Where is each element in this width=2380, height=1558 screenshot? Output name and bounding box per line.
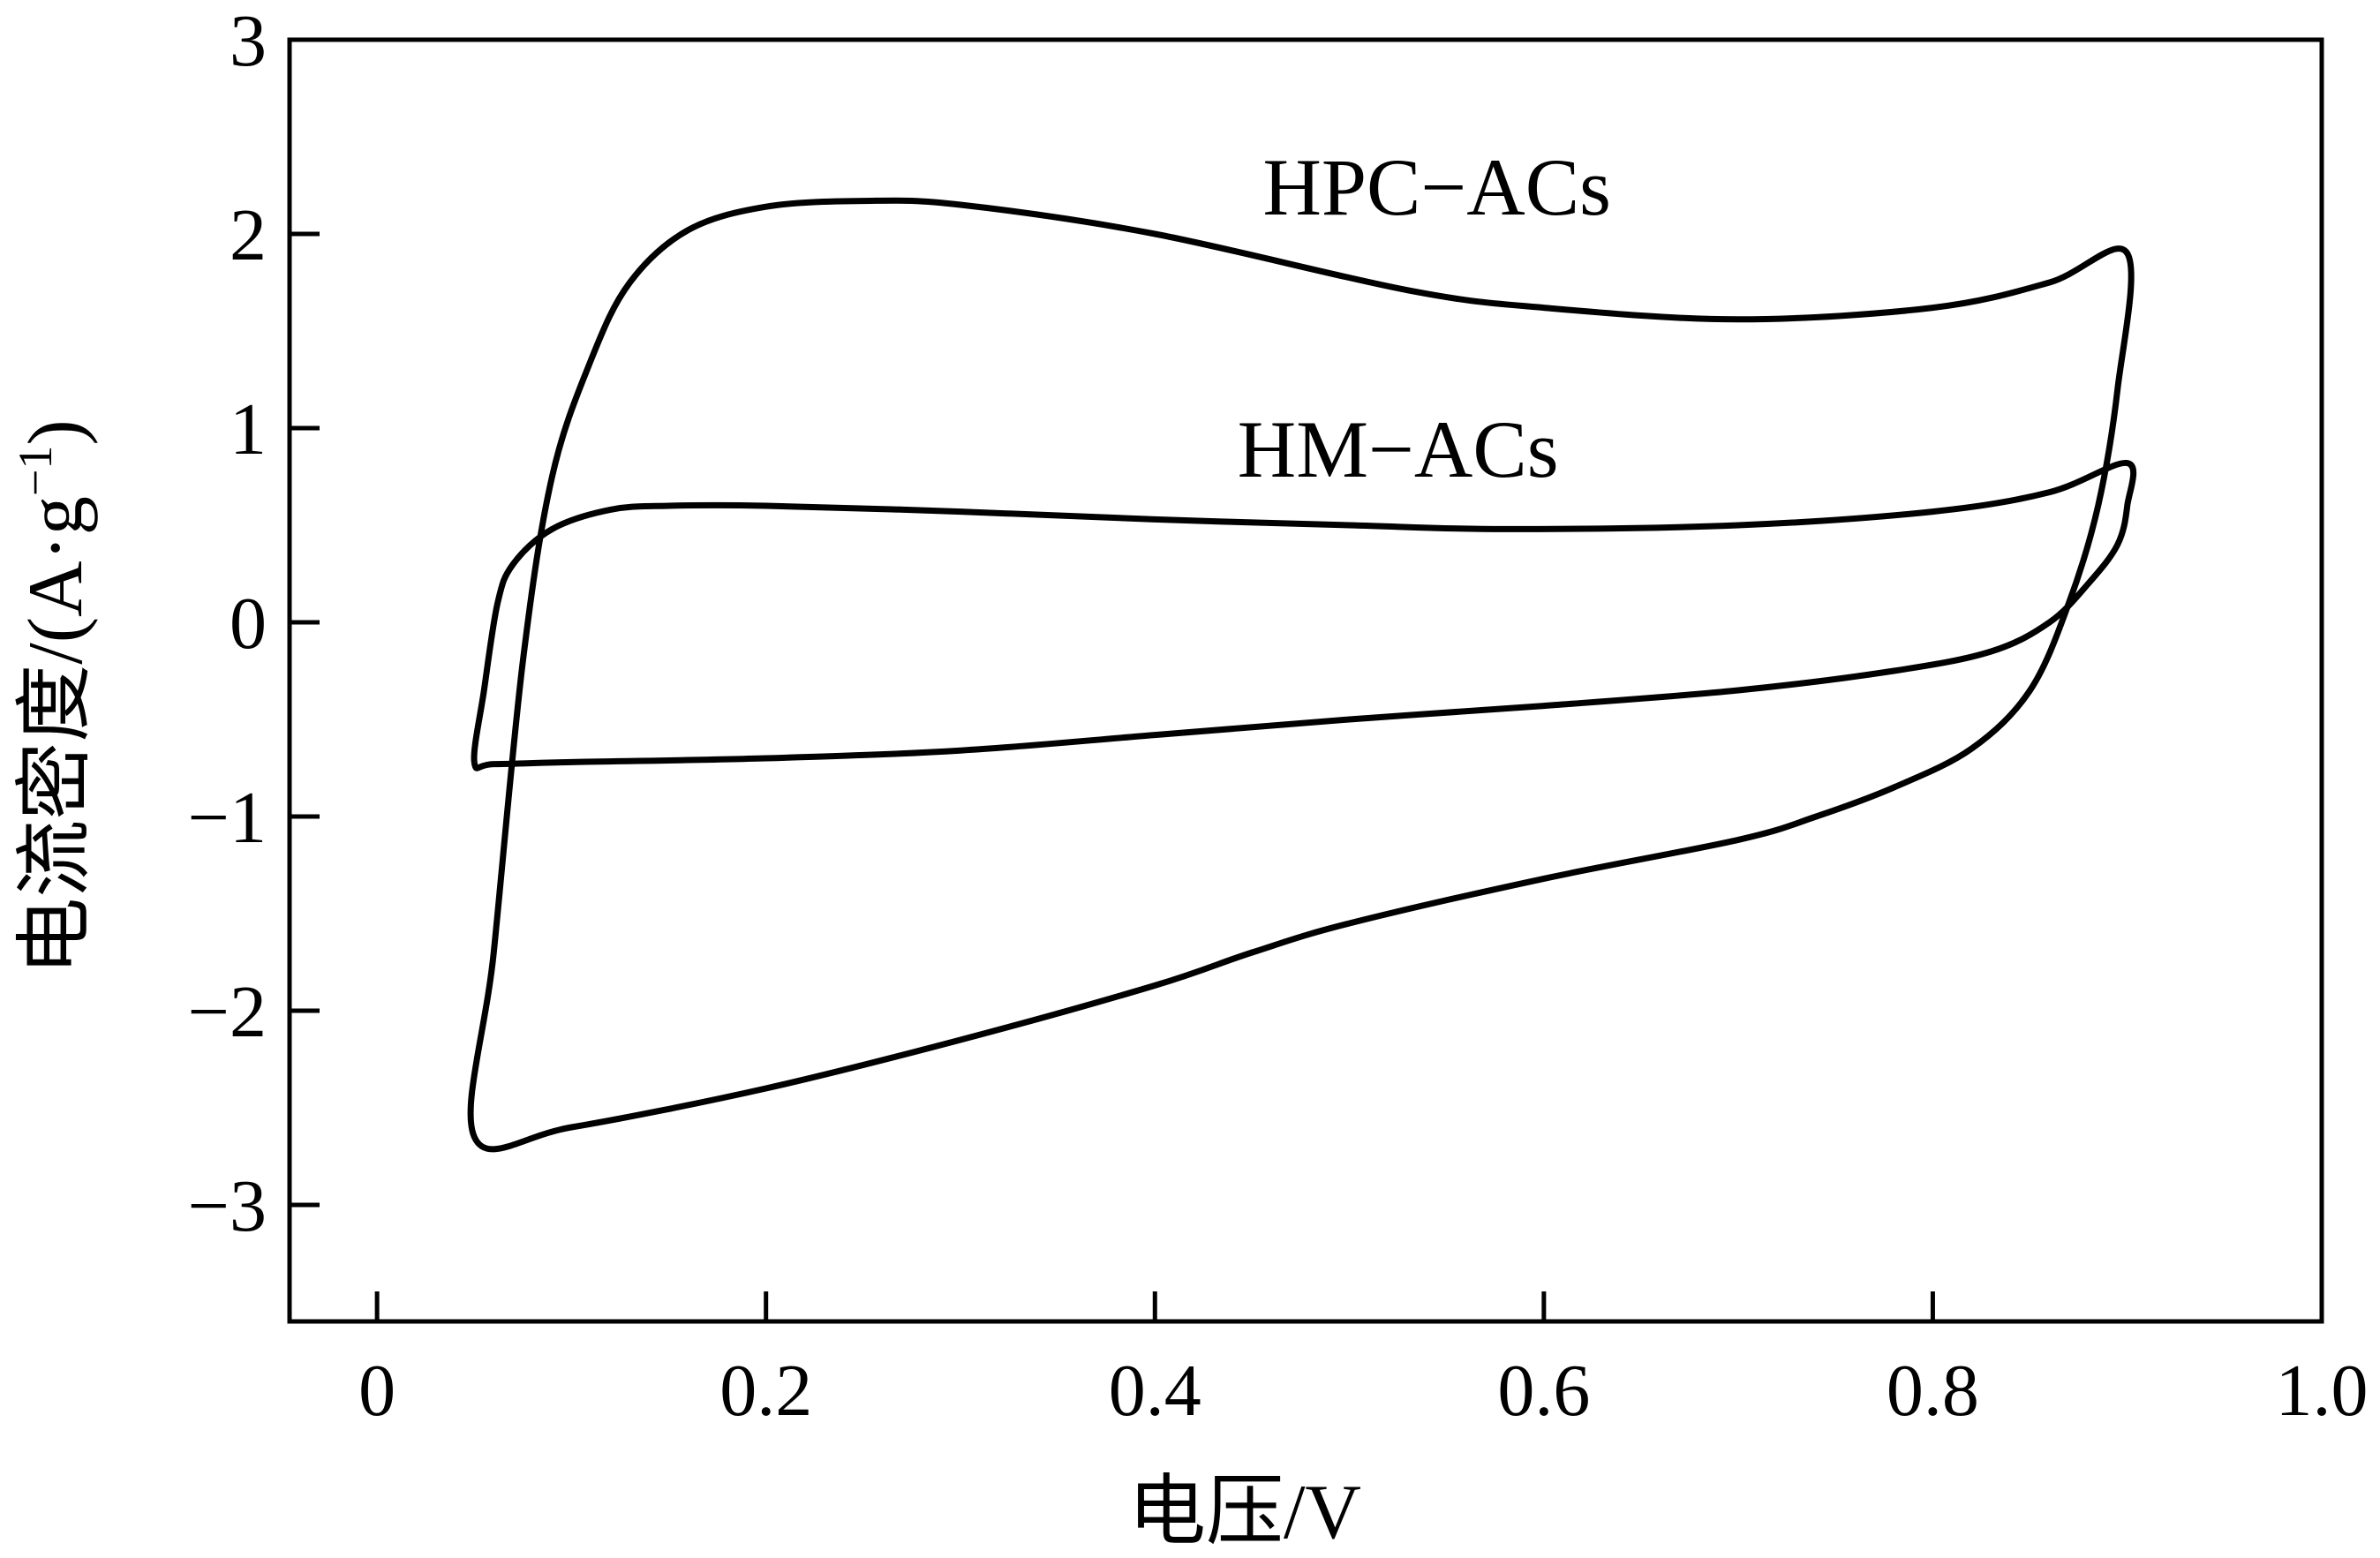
- annotations: HPC−ACs HM−ACs: [1238, 142, 1611, 494]
- x-tick-label: 1.0: [2276, 1350, 2369, 1432]
- y-tick-label: 3: [230, 0, 267, 82]
- series-curve-hm-acs: [471, 460, 2137, 771]
- tick-labels: 0 0.2 0.4 0.6 0.8 1.0 −3 −2 −1 0 1 2 3: [188, 0, 2369, 1432]
- plot-frame: [287, 37, 2324, 1324]
- x-tick-label: 0.4: [1109, 1350, 1201, 1432]
- y-tick-label: −1: [188, 777, 267, 859]
- y-axis-title-close: ): [13, 419, 99, 445]
- y-tick-label: 0: [230, 583, 267, 665]
- y-tick-label: −3: [188, 1165, 267, 1247]
- axis-ticks: [290, 37, 2324, 1321]
- y-axis-title-main: 电流密度/(A·g: [13, 496, 99, 975]
- y-tick-label: 1: [230, 388, 267, 470]
- annotation-label: HM−ACs: [1238, 404, 1559, 494]
- x-tick-label: 0.2: [719, 1350, 812, 1432]
- curves: [467, 197, 2137, 1153]
- y-axis-title: 电流密度/(A·g−1): [9, 419, 99, 975]
- x-tick-label: 0.6: [1497, 1350, 1590, 1432]
- y-axis-title-superscript: −1: [9, 446, 62, 496]
- y-tick-label: −2: [188, 971, 267, 1053]
- annotation-label: HPC−ACs: [1262, 142, 1610, 232]
- series-curve-hpc-acs: [467, 197, 2135, 1153]
- x-tick-label: 0.8: [1887, 1350, 1979, 1432]
- x-tick-label: 0: [358, 1350, 395, 1432]
- y-tick-label: 2: [230, 194, 267, 276]
- x-axis-title: 电压/V: [1128, 1470, 1361, 1555]
